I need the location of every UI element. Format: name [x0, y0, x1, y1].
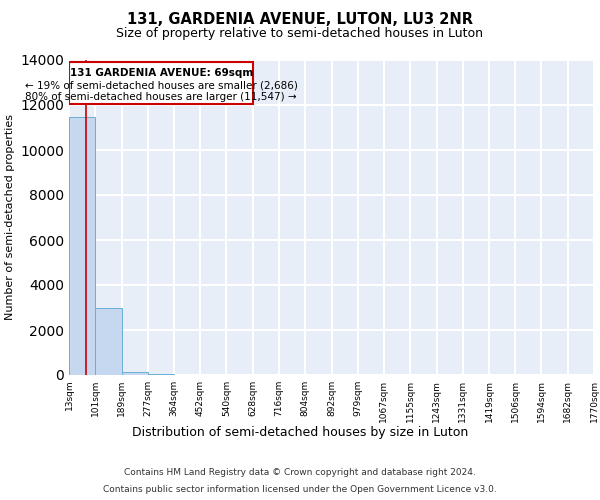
Text: 80% of semi-detached houses are larger (11,547) →: 80% of semi-detached houses are larger (… — [25, 92, 297, 102]
Text: Distribution of semi-detached houses by size in Luton: Distribution of semi-detached houses by … — [132, 426, 468, 439]
Text: Contains public sector information licensed under the Open Government Licence v3: Contains public sector information licen… — [103, 484, 497, 494]
Bar — [95, 308, 122, 375]
Bar — [122, 372, 148, 375]
Bar — [148, 374, 174, 375]
Y-axis label: Number of semi-detached properties: Number of semi-detached properties — [5, 114, 15, 320]
Text: 131, GARDENIA AVENUE, LUTON, LU3 2NR: 131, GARDENIA AVENUE, LUTON, LU3 2NR — [127, 12, 473, 28]
Bar — [69, 62, 253, 104]
Bar — [69, 118, 95, 375]
Text: Size of property relative to semi-detached houses in Luton: Size of property relative to semi-detach… — [116, 28, 484, 40]
Text: ← 19% of semi-detached houses are smaller (2,686): ← 19% of semi-detached houses are smalle… — [25, 81, 298, 91]
Text: Contains HM Land Registry data © Crown copyright and database right 2024.: Contains HM Land Registry data © Crown c… — [124, 468, 476, 477]
Text: 131 GARDENIA AVENUE: 69sqm: 131 GARDENIA AVENUE: 69sqm — [70, 68, 253, 78]
